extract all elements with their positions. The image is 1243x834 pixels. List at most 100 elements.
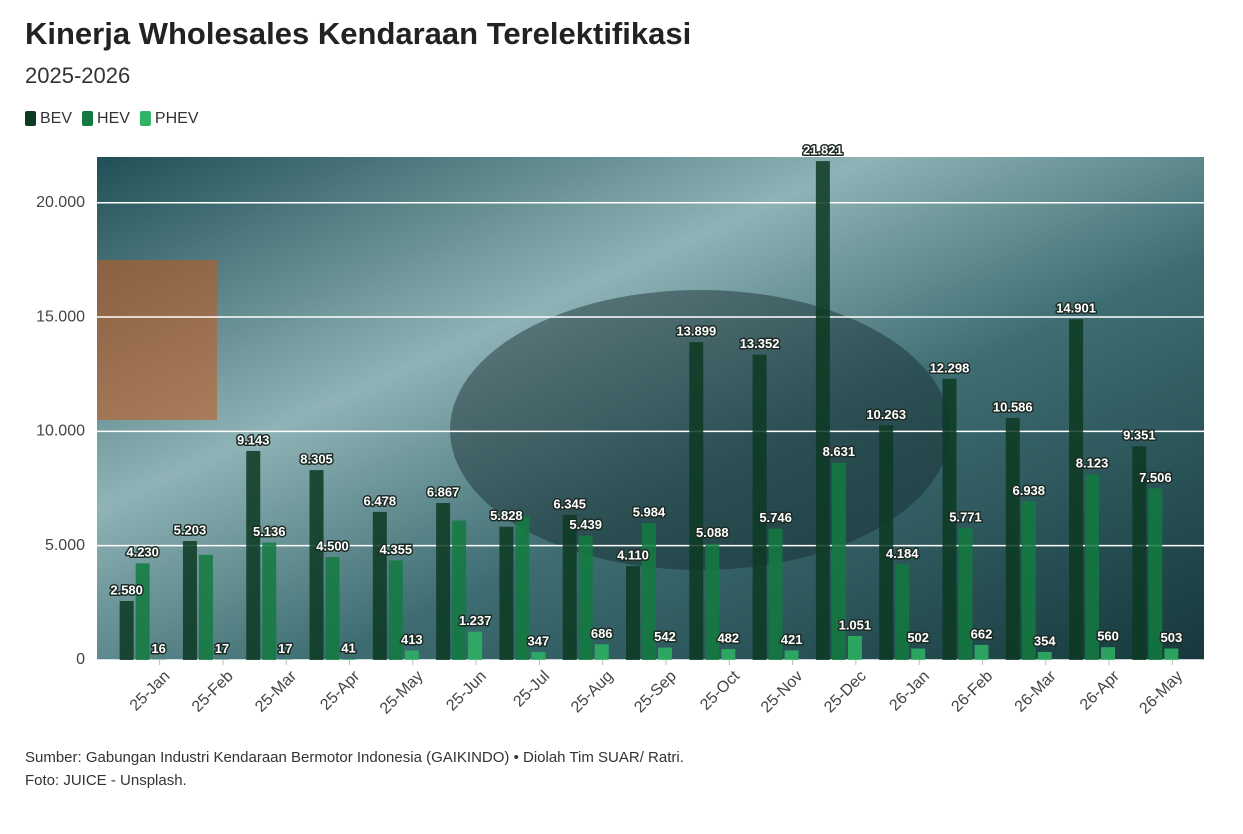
value-label: 2.580 [110, 582, 143, 597]
bar [120, 601, 134, 660]
bar [721, 649, 735, 660]
bar [468, 632, 482, 660]
value-label: 354 [1034, 633, 1056, 648]
value-label: 4.230 [126, 545, 159, 560]
value-label: 21.821 [803, 143, 843, 158]
bar [1038, 652, 1052, 660]
bar [1069, 319, 1083, 660]
x-tick-label: 26-May [1136, 668, 1186, 718]
x-tick-label: 25-Oct [697, 667, 743, 713]
bar [974, 645, 988, 660]
legend-label: BEV [40, 110, 72, 127]
bar [595, 644, 609, 660]
source-note: Sumber: Gabungan Industri Kendaraan Berm… [25, 749, 684, 766]
value-label: 347 [528, 634, 550, 649]
value-label: 6.938 [1012, 483, 1045, 498]
value-label: 4.355 [380, 542, 413, 557]
value-label: 4.110 [617, 547, 649, 562]
y-tick-label: 20.000 [36, 194, 85, 211]
value-label: 4.500 [316, 539, 349, 554]
value-label: 5.203 [174, 522, 207, 537]
value-label: 686 [591, 626, 613, 641]
value-label: 482 [717, 630, 739, 645]
bar [531, 652, 545, 660]
bar [579, 536, 593, 660]
value-label: 6.867 [427, 484, 460, 499]
bar [136, 563, 150, 660]
value-label: 4.184 [886, 546, 919, 561]
bar [848, 636, 862, 660]
value-label: 560 [1097, 629, 1119, 644]
bar [183, 541, 197, 660]
bar [895, 564, 909, 660]
bar [342, 659, 356, 660]
legend-label: HEV [97, 110, 130, 127]
bar [1164, 648, 1178, 660]
x-tick-label: 25-Aug [568, 668, 617, 717]
value-label: 5.746 [759, 510, 792, 525]
value-label: 10.263 [866, 407, 906, 422]
bar [816, 161, 830, 660]
bar [1101, 647, 1115, 660]
value-label: 6.345 [553, 496, 586, 511]
bar [436, 503, 450, 660]
y-tick-label: 0 [76, 651, 85, 668]
value-label: 13.899 [676, 324, 716, 339]
x-tick-label: 25-Apr [317, 667, 363, 713]
value-label: 14.901 [1056, 301, 1096, 316]
x-tick-label: 25-Jan [127, 668, 174, 715]
photo-light [97, 260, 217, 420]
value-label: 7.506 [1139, 470, 1172, 485]
y-tick-label: 5.000 [45, 537, 85, 554]
value-label: 413 [401, 632, 423, 647]
value-label: 542 [654, 629, 676, 644]
value-label: 5.088 [696, 525, 729, 540]
value-label: 10.586 [993, 399, 1033, 414]
bar [373, 512, 387, 660]
x-tick-label: 25-Jun [443, 668, 490, 715]
value-label: 8.123 [1076, 456, 1109, 471]
bar [326, 557, 340, 660]
x-tick-label: 26-Jan [886, 668, 933, 715]
bar [246, 451, 260, 660]
x-tick-label: 26-Apr [1077, 667, 1123, 713]
x-tick-label: 25-Jul [510, 668, 553, 711]
value-label: 6.478 [364, 493, 397, 508]
value-label: 5.439 [569, 517, 602, 532]
bar [658, 648, 672, 660]
x-tick-label: 25-Nov [758, 668, 807, 717]
legend-swatch [25, 111, 36, 126]
value-label: 5.136 [253, 524, 286, 539]
legend-swatch [140, 111, 151, 126]
value-label: 1.237 [459, 613, 492, 628]
value-label: 5.828 [490, 508, 523, 523]
x-tick-label: 25-Mar [252, 667, 300, 715]
bar [199, 555, 213, 660]
value-label: 8.305 [300, 452, 333, 467]
value-label: 16 [151, 641, 165, 656]
x-tick-label: 25-Dec [821, 668, 870, 717]
y-tick-label: 10.000 [36, 423, 85, 440]
legend-label: PHEV [155, 110, 199, 127]
value-label: 502 [907, 630, 929, 645]
x-tick-label: 25-May [377, 668, 427, 718]
bar [310, 470, 324, 660]
bar [911, 649, 925, 660]
value-label: 1.051 [839, 617, 872, 632]
value-label: 5.984 [633, 505, 666, 520]
value-label: 503 [1161, 630, 1183, 645]
value-label: 8.631 [823, 444, 856, 459]
x-tick-label: 26-Mar [1012, 667, 1060, 715]
y-tick-label: 15.000 [36, 308, 85, 325]
bar [753, 355, 767, 660]
value-label: 17 [215, 641, 229, 656]
value-label: 17 [278, 641, 292, 656]
chart-title: Kinerja Wholesales Kendaraan Terelektifi… [25, 16, 691, 51]
x-tick-label: 25-Feb [189, 668, 237, 716]
value-label: 13.352 [740, 336, 780, 351]
value-label: 5.771 [949, 509, 982, 524]
chart-subtitle: 2025-2026 [25, 63, 130, 88]
value-label: 421 [781, 632, 803, 647]
legend-swatch [82, 111, 93, 126]
